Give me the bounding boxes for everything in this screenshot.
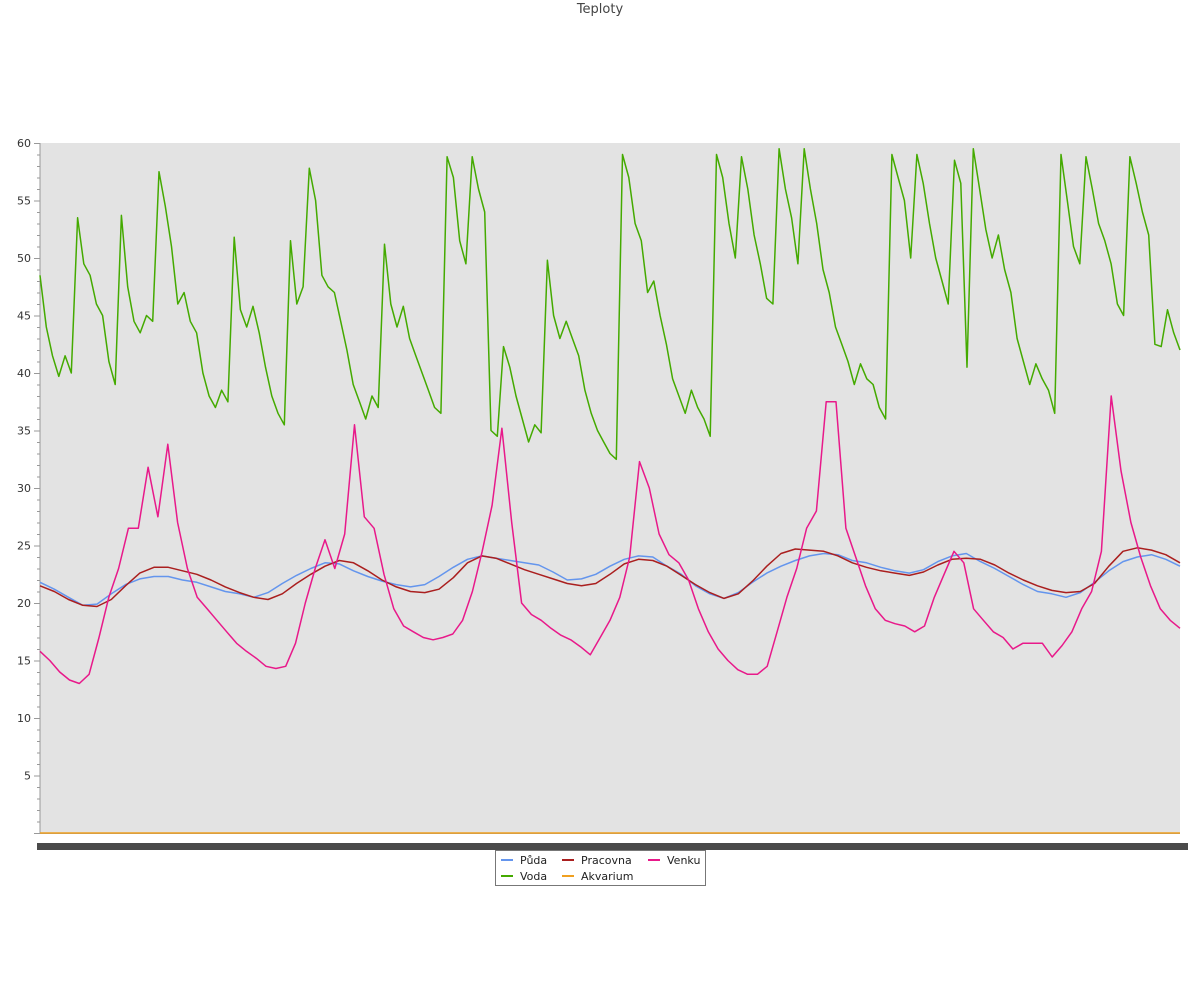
legend-label-voda: Voda [520, 870, 548, 883]
y-tick-label: 50 [17, 252, 31, 265]
series-layer [39, 148, 1181, 834]
legend-label-pracovna: Pracovna [581, 854, 632, 867]
y-tick-label: 25 [17, 540, 31, 553]
series-line-p-da [39, 552, 1181, 607]
y-tick-label: 55 [17, 195, 31, 208]
series-line-pracovna [39, 547, 1181, 608]
legend-swatch-pracovna [562, 859, 574, 861]
legend: Půda Voda Pracovna Akvarium Venku [495, 850, 706, 886]
x-axis [37, 833, 1188, 850]
y-axis: 5 10 15 20 25 30 35 40 45 50 55 60 [17, 137, 41, 834]
legend-swatch-venku [648, 859, 660, 861]
plot-background [40, 143, 1180, 833]
y-tick-label: 60 [17, 137, 31, 150]
x-tick-band [37, 843, 1188, 850]
legend-label-venku: Venku [667, 854, 701, 867]
y-tick-label: 30 [17, 482, 31, 495]
legend-item-voda: Voda [501, 870, 547, 884]
chart-title: Teploty [576, 2, 624, 17]
y-tick-label: 40 [17, 367, 31, 380]
y-tick-label: 15 [17, 655, 31, 668]
legend-swatch-puda [501, 859, 513, 861]
y-tick-label: 45 [17, 310, 31, 323]
legend-swatch-voda [501, 875, 513, 877]
legend-label-puda: Půda [520, 854, 548, 867]
series-line-venku [39, 395, 1181, 685]
legend-item-akvarium: Akvarium [562, 870, 633, 884]
y-tick-label: 5 [24, 770, 31, 783]
legend-label-akvarium: Akvarium [581, 870, 634, 883]
legend-item-puda: Půda [501, 854, 547, 868]
y-tick-label: 10 [17, 712, 31, 725]
series-line-voda [39, 148, 1181, 461]
y-tick-label: 20 [17, 597, 31, 610]
legend-item-venku: Venku [648, 854, 700, 868]
legend-swatch-akvarium [562, 875, 574, 877]
legend-item-pracovna: Pracovna [562, 854, 632, 868]
y-tick-label: 35 [17, 425, 31, 438]
